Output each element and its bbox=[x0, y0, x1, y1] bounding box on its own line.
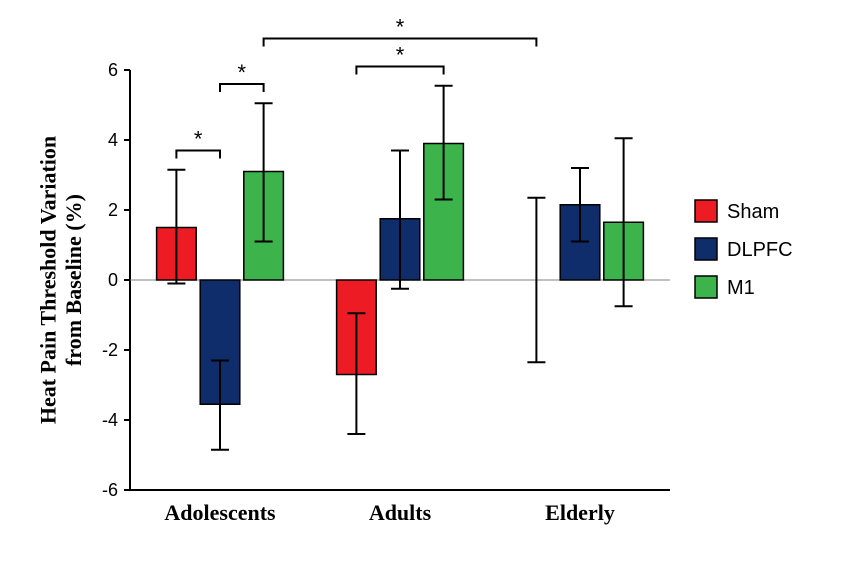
y-tick-label: 6 bbox=[108, 60, 118, 80]
group-label: Elderly bbox=[545, 500, 615, 525]
bar-chart: -6-4-20246Heat Pain Threshold Variationf… bbox=[0, 0, 850, 564]
sig-marker: * bbox=[396, 15, 405, 40]
sig-marker: * bbox=[194, 127, 203, 152]
group-label: Adults bbox=[369, 500, 432, 525]
legend-swatch-m1 bbox=[695, 276, 717, 298]
sig-marker: * bbox=[396, 43, 405, 68]
y-tick-label: -6 bbox=[102, 480, 118, 500]
y-tick-label: 0 bbox=[108, 270, 118, 290]
y-tick-label: 4 bbox=[108, 130, 118, 150]
y-tick-label: 2 bbox=[108, 200, 118, 220]
sig-marker: * bbox=[238, 60, 247, 85]
legend-swatch-dlpfc bbox=[695, 238, 717, 260]
y-tick-label: -2 bbox=[102, 340, 118, 360]
group-label: Adolescents bbox=[164, 500, 276, 525]
y-tick-label: -4 bbox=[102, 410, 118, 430]
plot-bg bbox=[0, 0, 850, 564]
legend-label-m1: M1 bbox=[727, 277, 755, 299]
chart-container: -6-4-20246Heat Pain Threshold Variationf… bbox=[0, 0, 850, 564]
legend-swatch-sham bbox=[695, 200, 717, 222]
legend-label-sham: Sham bbox=[727, 201, 779, 223]
legend-label-dlpfc: DLPFC bbox=[727, 239, 793, 261]
